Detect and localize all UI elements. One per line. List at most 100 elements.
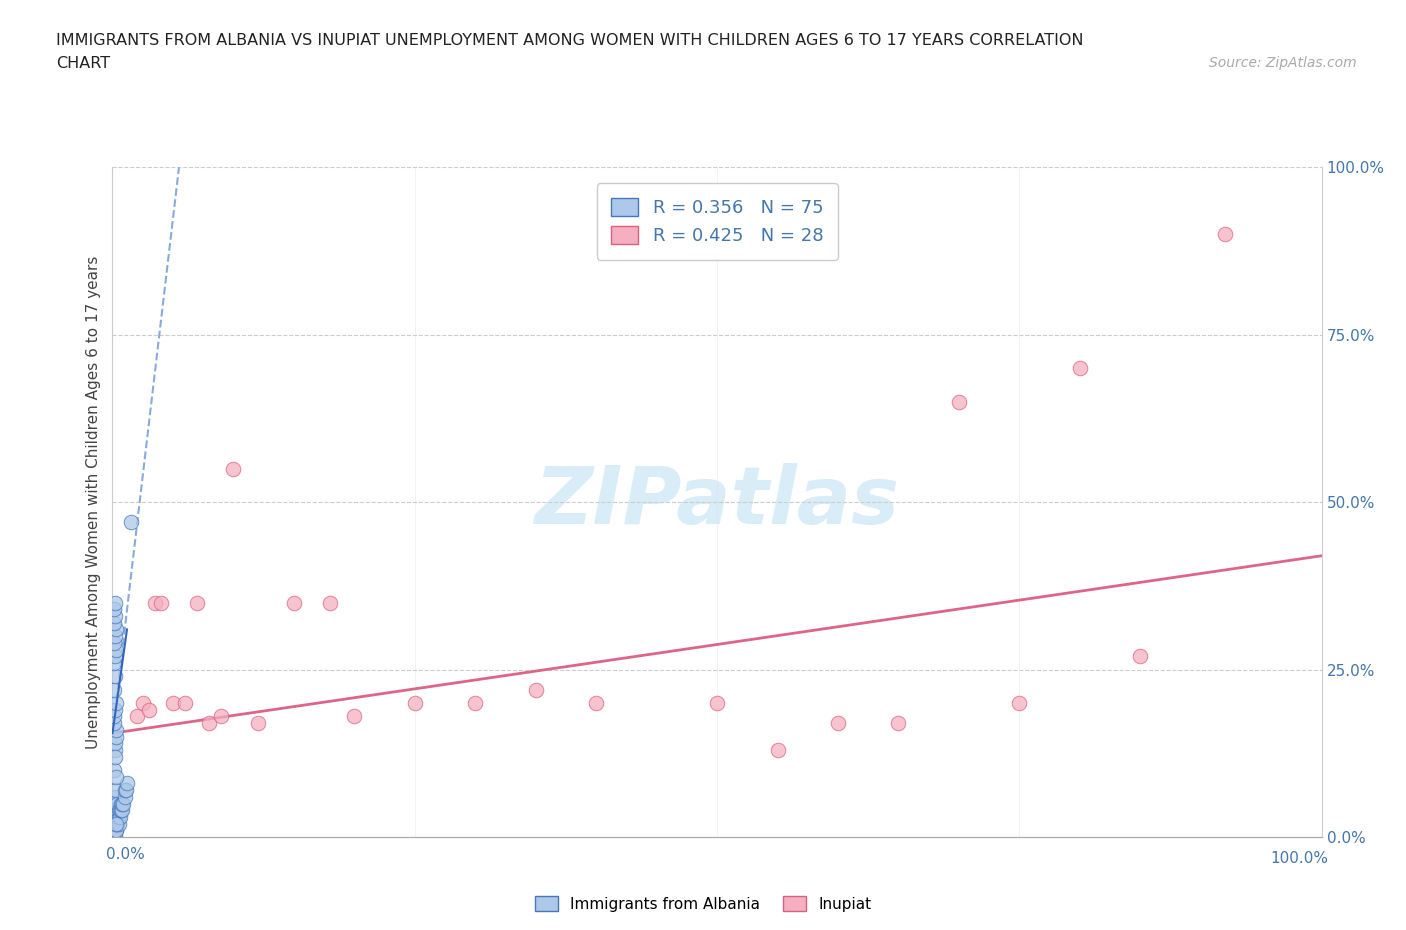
Point <box>104 817 127 831</box>
Point <box>105 817 128 831</box>
Point <box>104 809 127 824</box>
Point <box>104 595 127 610</box>
Text: IMMIGRANTS FROM ALBANIA VS INUPIAT UNEMPLOYMENT AMONG WOMEN WITH CHILDREN AGES 6: IMMIGRANTS FROM ALBANIA VS INUPIAT UNEMP… <box>56 33 1084 47</box>
Point <box>104 830 127 844</box>
Point <box>103 683 125 698</box>
Point <box>343 709 366 724</box>
Point <box>209 709 232 724</box>
Point <box>104 796 127 811</box>
Point <box>104 629 127 644</box>
Point <box>162 696 184 711</box>
Point <box>104 669 127 684</box>
Point <box>104 809 127 824</box>
Point <box>105 817 128 831</box>
Point <box>103 709 125 724</box>
Point <box>105 809 128 824</box>
Point <box>138 702 160 717</box>
Point <box>222 461 245 476</box>
Point <box>103 616 125 631</box>
Point <box>105 803 128 817</box>
Point <box>103 830 125 844</box>
Y-axis label: Unemployment Among Women with Children Ages 6 to 17 years: Unemployment Among Women with Children A… <box>86 256 101 749</box>
Point <box>103 656 125 671</box>
Point <box>107 803 129 817</box>
Point <box>112 796 135 811</box>
Point <box>104 742 127 757</box>
Point <box>585 696 607 711</box>
Legend: R = 0.356   N = 75, R = 0.425   N = 28: R = 0.356 N = 75, R = 0.425 N = 28 <box>596 183 838 259</box>
Point <box>104 823 127 838</box>
Text: 0.0%: 0.0% <box>107 847 145 862</box>
Point <box>464 696 486 711</box>
Point <box>114 783 136 798</box>
Point <box>1213 227 1236 242</box>
Point <box>104 796 127 811</box>
Point <box>1129 649 1152 664</box>
Point <box>283 595 305 610</box>
Text: ZIPatlas: ZIPatlas <box>534 463 900 541</box>
Point <box>107 809 129 824</box>
Point <box>125 709 148 724</box>
Point <box>103 602 125 617</box>
Point <box>104 608 127 623</box>
Point <box>149 595 172 610</box>
Point <box>103 830 125 844</box>
Point <box>103 823 125 838</box>
Point <box>110 796 132 811</box>
Point <box>105 823 128 838</box>
Point <box>105 696 128 711</box>
Point <box>105 809 128 824</box>
Point <box>104 736 127 751</box>
Point <box>104 702 127 717</box>
Point <box>105 790 128 804</box>
Point <box>404 696 426 711</box>
Point <box>103 817 125 831</box>
Point <box>105 642 128 657</box>
Point <box>827 716 849 731</box>
Point <box>103 716 125 731</box>
Point <box>105 723 128 737</box>
Text: CHART: CHART <box>56 56 110 71</box>
Point <box>114 783 136 798</box>
Legend: Immigrants from Albania, Inupiat: Immigrants from Albania, Inupiat <box>529 889 877 918</box>
Point <box>107 817 129 831</box>
Point <box>104 803 127 817</box>
Point <box>105 769 128 784</box>
Point <box>186 595 208 610</box>
Text: 100.0%: 100.0% <box>1271 851 1329 866</box>
Point <box>246 716 269 731</box>
Point <box>105 817 128 831</box>
Point <box>103 763 125 777</box>
Point <box>887 716 910 731</box>
Point <box>103 817 125 831</box>
Point <box>103 823 125 838</box>
Point <box>103 809 125 824</box>
Point <box>766 742 789 757</box>
Point <box>105 796 128 811</box>
Point <box>1008 696 1031 711</box>
Point <box>103 809 125 824</box>
Text: Source: ZipAtlas.com: Source: ZipAtlas.com <box>1209 56 1357 70</box>
Point <box>108 809 131 824</box>
Point <box>103 830 125 844</box>
Point <box>174 696 197 711</box>
Point <box>104 830 127 844</box>
Point <box>103 823 125 838</box>
Point <box>524 683 547 698</box>
Point <box>104 823 127 838</box>
Point <box>104 649 127 664</box>
Point <box>105 823 128 838</box>
Point <box>105 803 128 817</box>
Point <box>132 696 155 711</box>
Point <box>111 796 134 811</box>
Point <box>706 696 728 711</box>
Point <box>111 803 134 817</box>
Point <box>120 515 142 530</box>
Point <box>105 783 128 798</box>
Point <box>103 817 125 831</box>
Point <box>1069 361 1091 376</box>
Point <box>110 803 132 817</box>
Point <box>104 817 127 831</box>
Point <box>948 394 970 409</box>
Point <box>114 790 136 804</box>
